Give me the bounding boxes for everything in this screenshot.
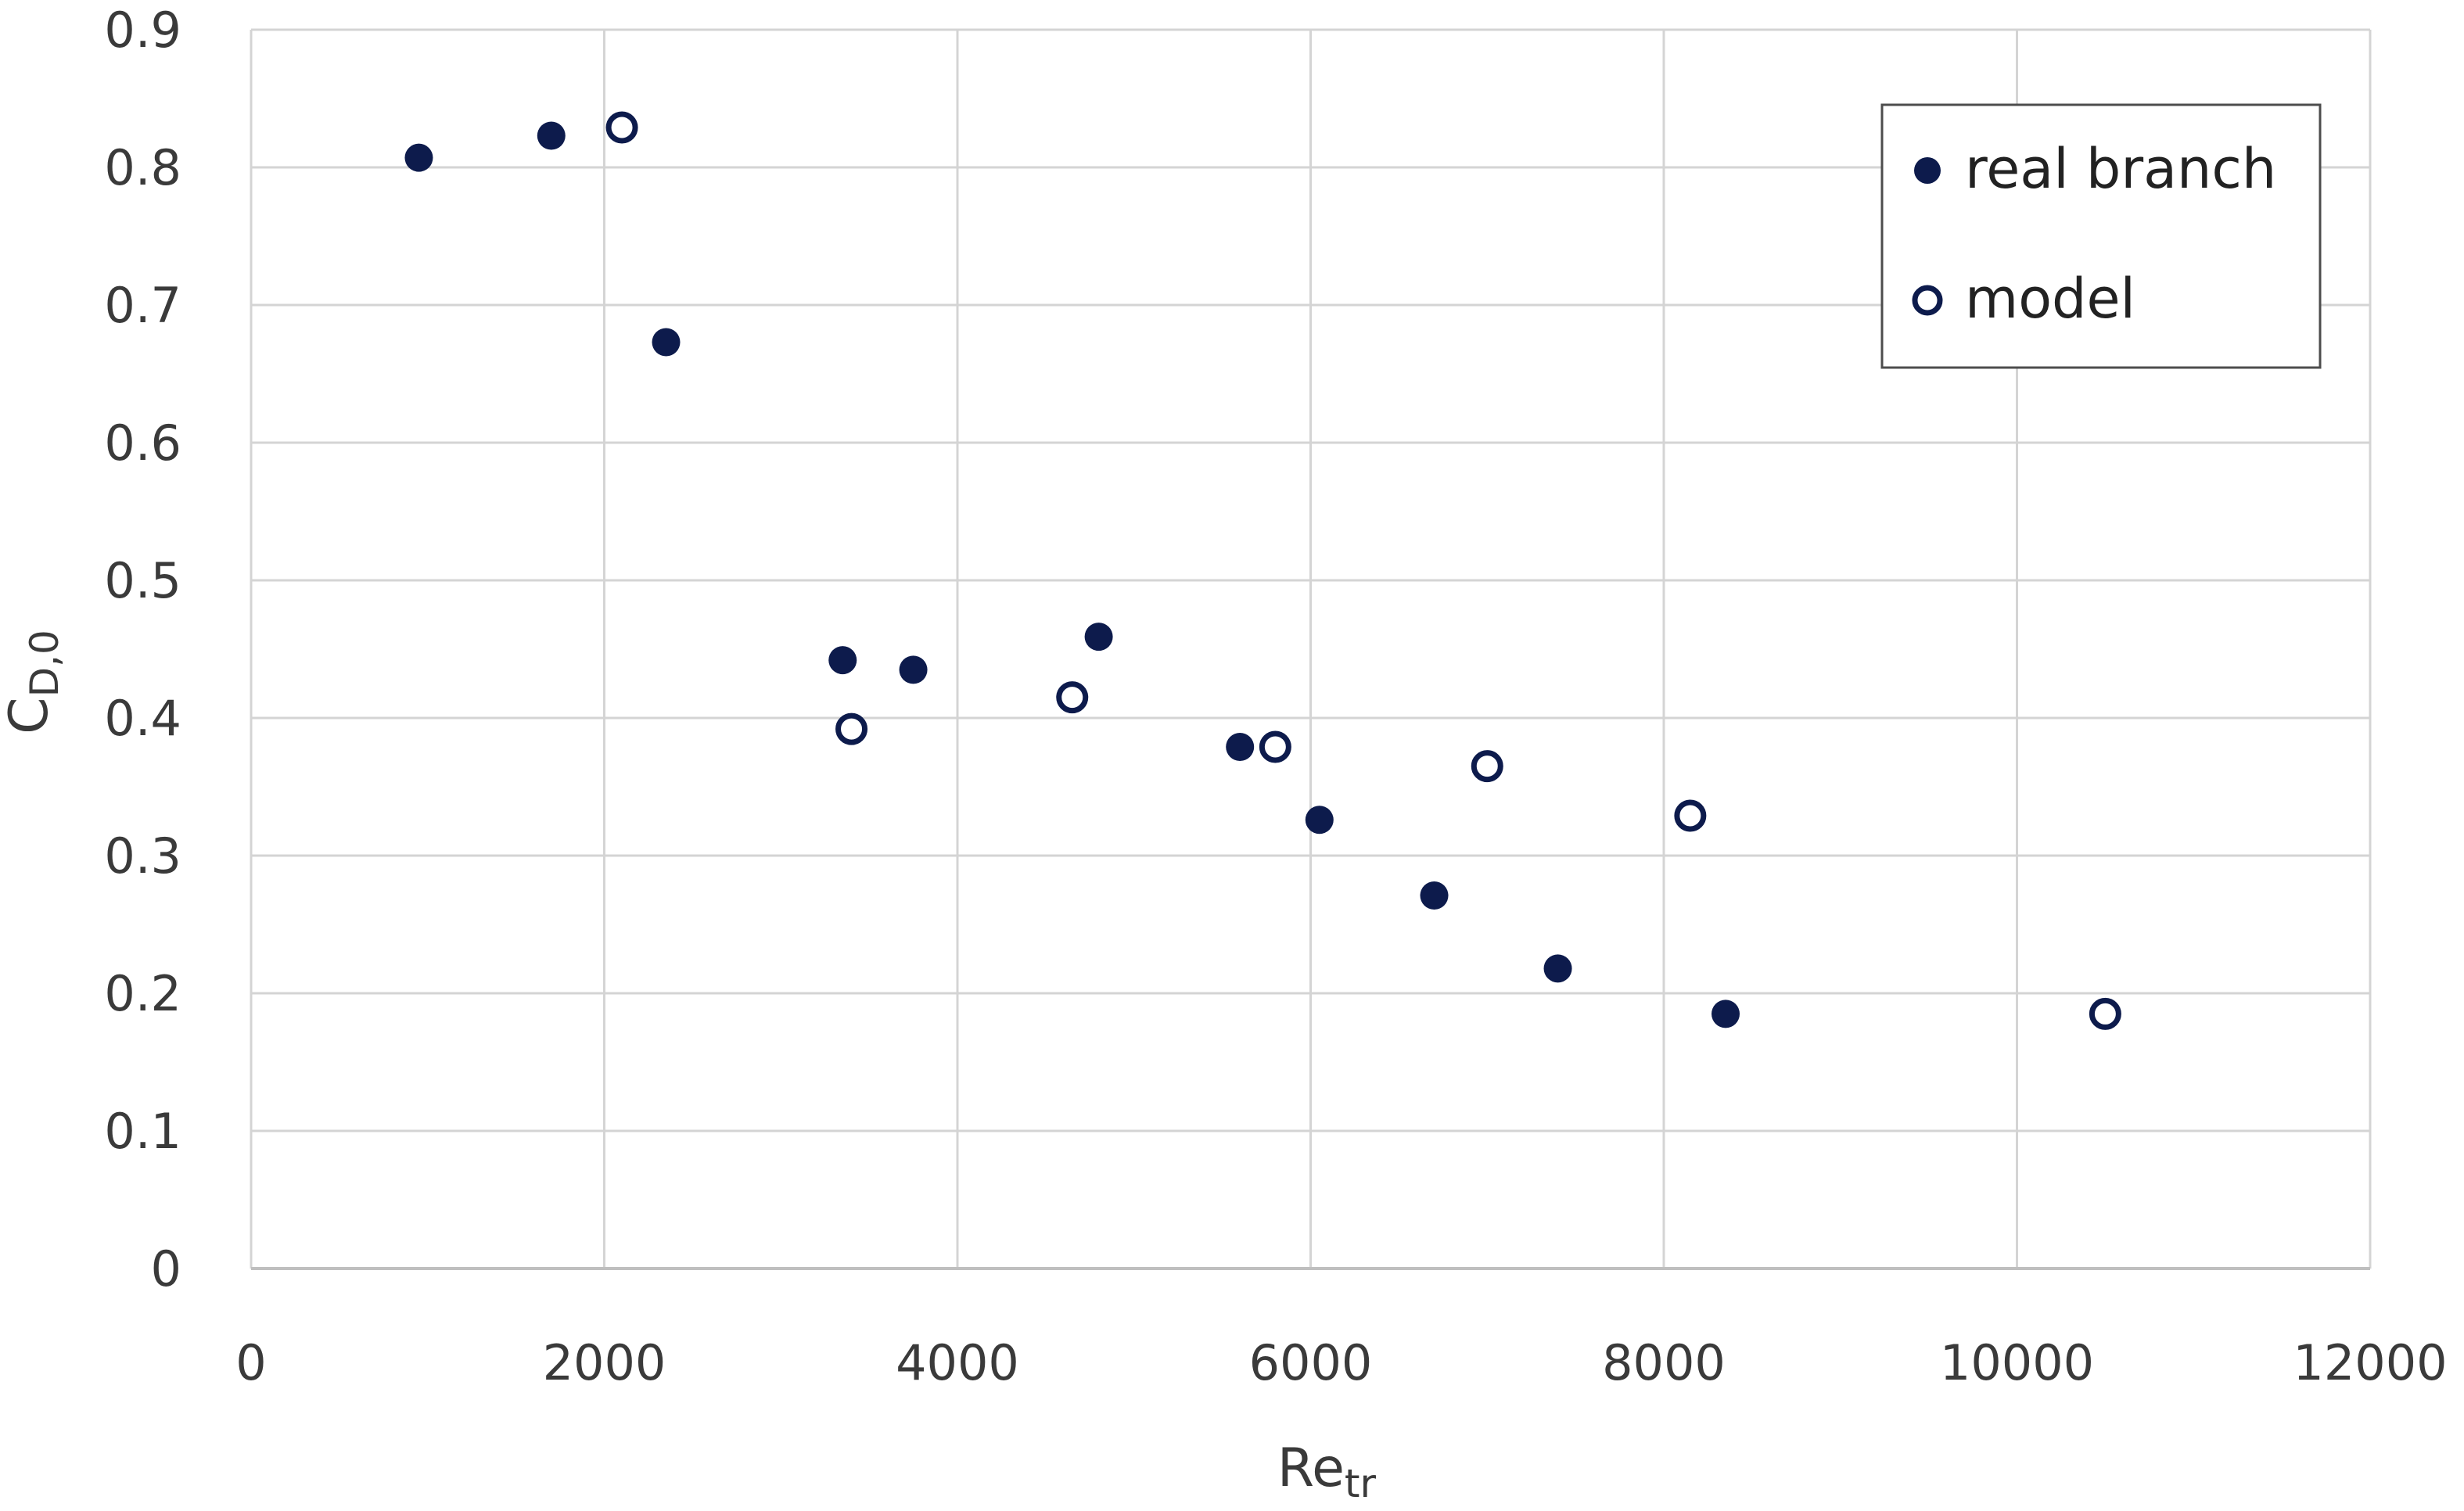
x-tick-label: 12000 bbox=[2293, 1334, 2447, 1391]
point-model bbox=[1674, 799, 1707, 832]
x-tick-label: 6000 bbox=[1249, 1334, 1373, 1391]
point-real-branch bbox=[1543, 954, 1572, 983]
y-tick-label: 0.2 bbox=[104, 965, 181, 1022]
point-model bbox=[605, 111, 638, 144]
x-tick-label: 4000 bbox=[896, 1334, 1019, 1391]
y-tick-label: 0.3 bbox=[104, 827, 181, 885]
point-model bbox=[835, 712, 868, 745]
y-axis-ticks: 0 0.1 0.2 0.3 0.4 0.5 0.6 0.7 0.8 0.9 bbox=[104, 2, 181, 1297]
y-axis-label: CD,0 bbox=[0, 630, 67, 734]
point-model bbox=[1471, 750, 1503, 783]
point-real-branch bbox=[1712, 1000, 1740, 1028]
x-tick-label: 0 bbox=[235, 1334, 266, 1391]
point-real-branch bbox=[1226, 732, 1255, 761]
grid-lines bbox=[250, 28, 2372, 1270]
y-tick-label: 0.6 bbox=[104, 415, 181, 472]
y-tick-label: 0.5 bbox=[104, 552, 181, 609]
point-model bbox=[2089, 997, 2121, 1030]
point-real-branch bbox=[537, 121, 566, 150]
legend-label-model: model bbox=[1965, 267, 2135, 331]
x-tick-label: 10000 bbox=[1940, 1334, 2094, 1391]
point-real-branch bbox=[1305, 806, 1334, 834]
legend-label-real-branch: real branch bbox=[1965, 137, 2276, 201]
y-tick-label: 0.9 bbox=[104, 2, 181, 59]
y-tick-label: 0 bbox=[151, 1240, 181, 1297]
y-tick-label: 0.7 bbox=[104, 277, 181, 334]
x-tick-label: 2000 bbox=[543, 1334, 666, 1391]
legend-marker-real-branch bbox=[1914, 157, 1941, 184]
point-real-branch bbox=[899, 655, 928, 684]
legend-marker-model bbox=[1912, 285, 1943, 316]
data-points bbox=[404, 111, 2121, 1030]
y-tick-label: 0.1 bbox=[104, 1103, 181, 1160]
point-real-branch bbox=[404, 143, 433, 172]
y-tick-label: 0.8 bbox=[104, 139, 181, 196]
point-model bbox=[1056, 681, 1089, 714]
point-real-branch bbox=[652, 328, 681, 357]
legend: real branch model bbox=[1880, 103, 2322, 369]
x-axis-label: Retr bbox=[1277, 1437, 1377, 1506]
y-tick-label: 0.4 bbox=[104, 690, 181, 747]
point-real-branch bbox=[1420, 881, 1449, 910]
x-tick-label: 8000 bbox=[1602, 1334, 1726, 1391]
point-real-branch bbox=[828, 646, 857, 675]
point-model bbox=[1259, 730, 1291, 763]
x-axis-ticks: 0 2000 4000 6000 8000 10000 12000 bbox=[235, 1334, 2447, 1391]
point-real-branch bbox=[1084, 623, 1113, 651]
